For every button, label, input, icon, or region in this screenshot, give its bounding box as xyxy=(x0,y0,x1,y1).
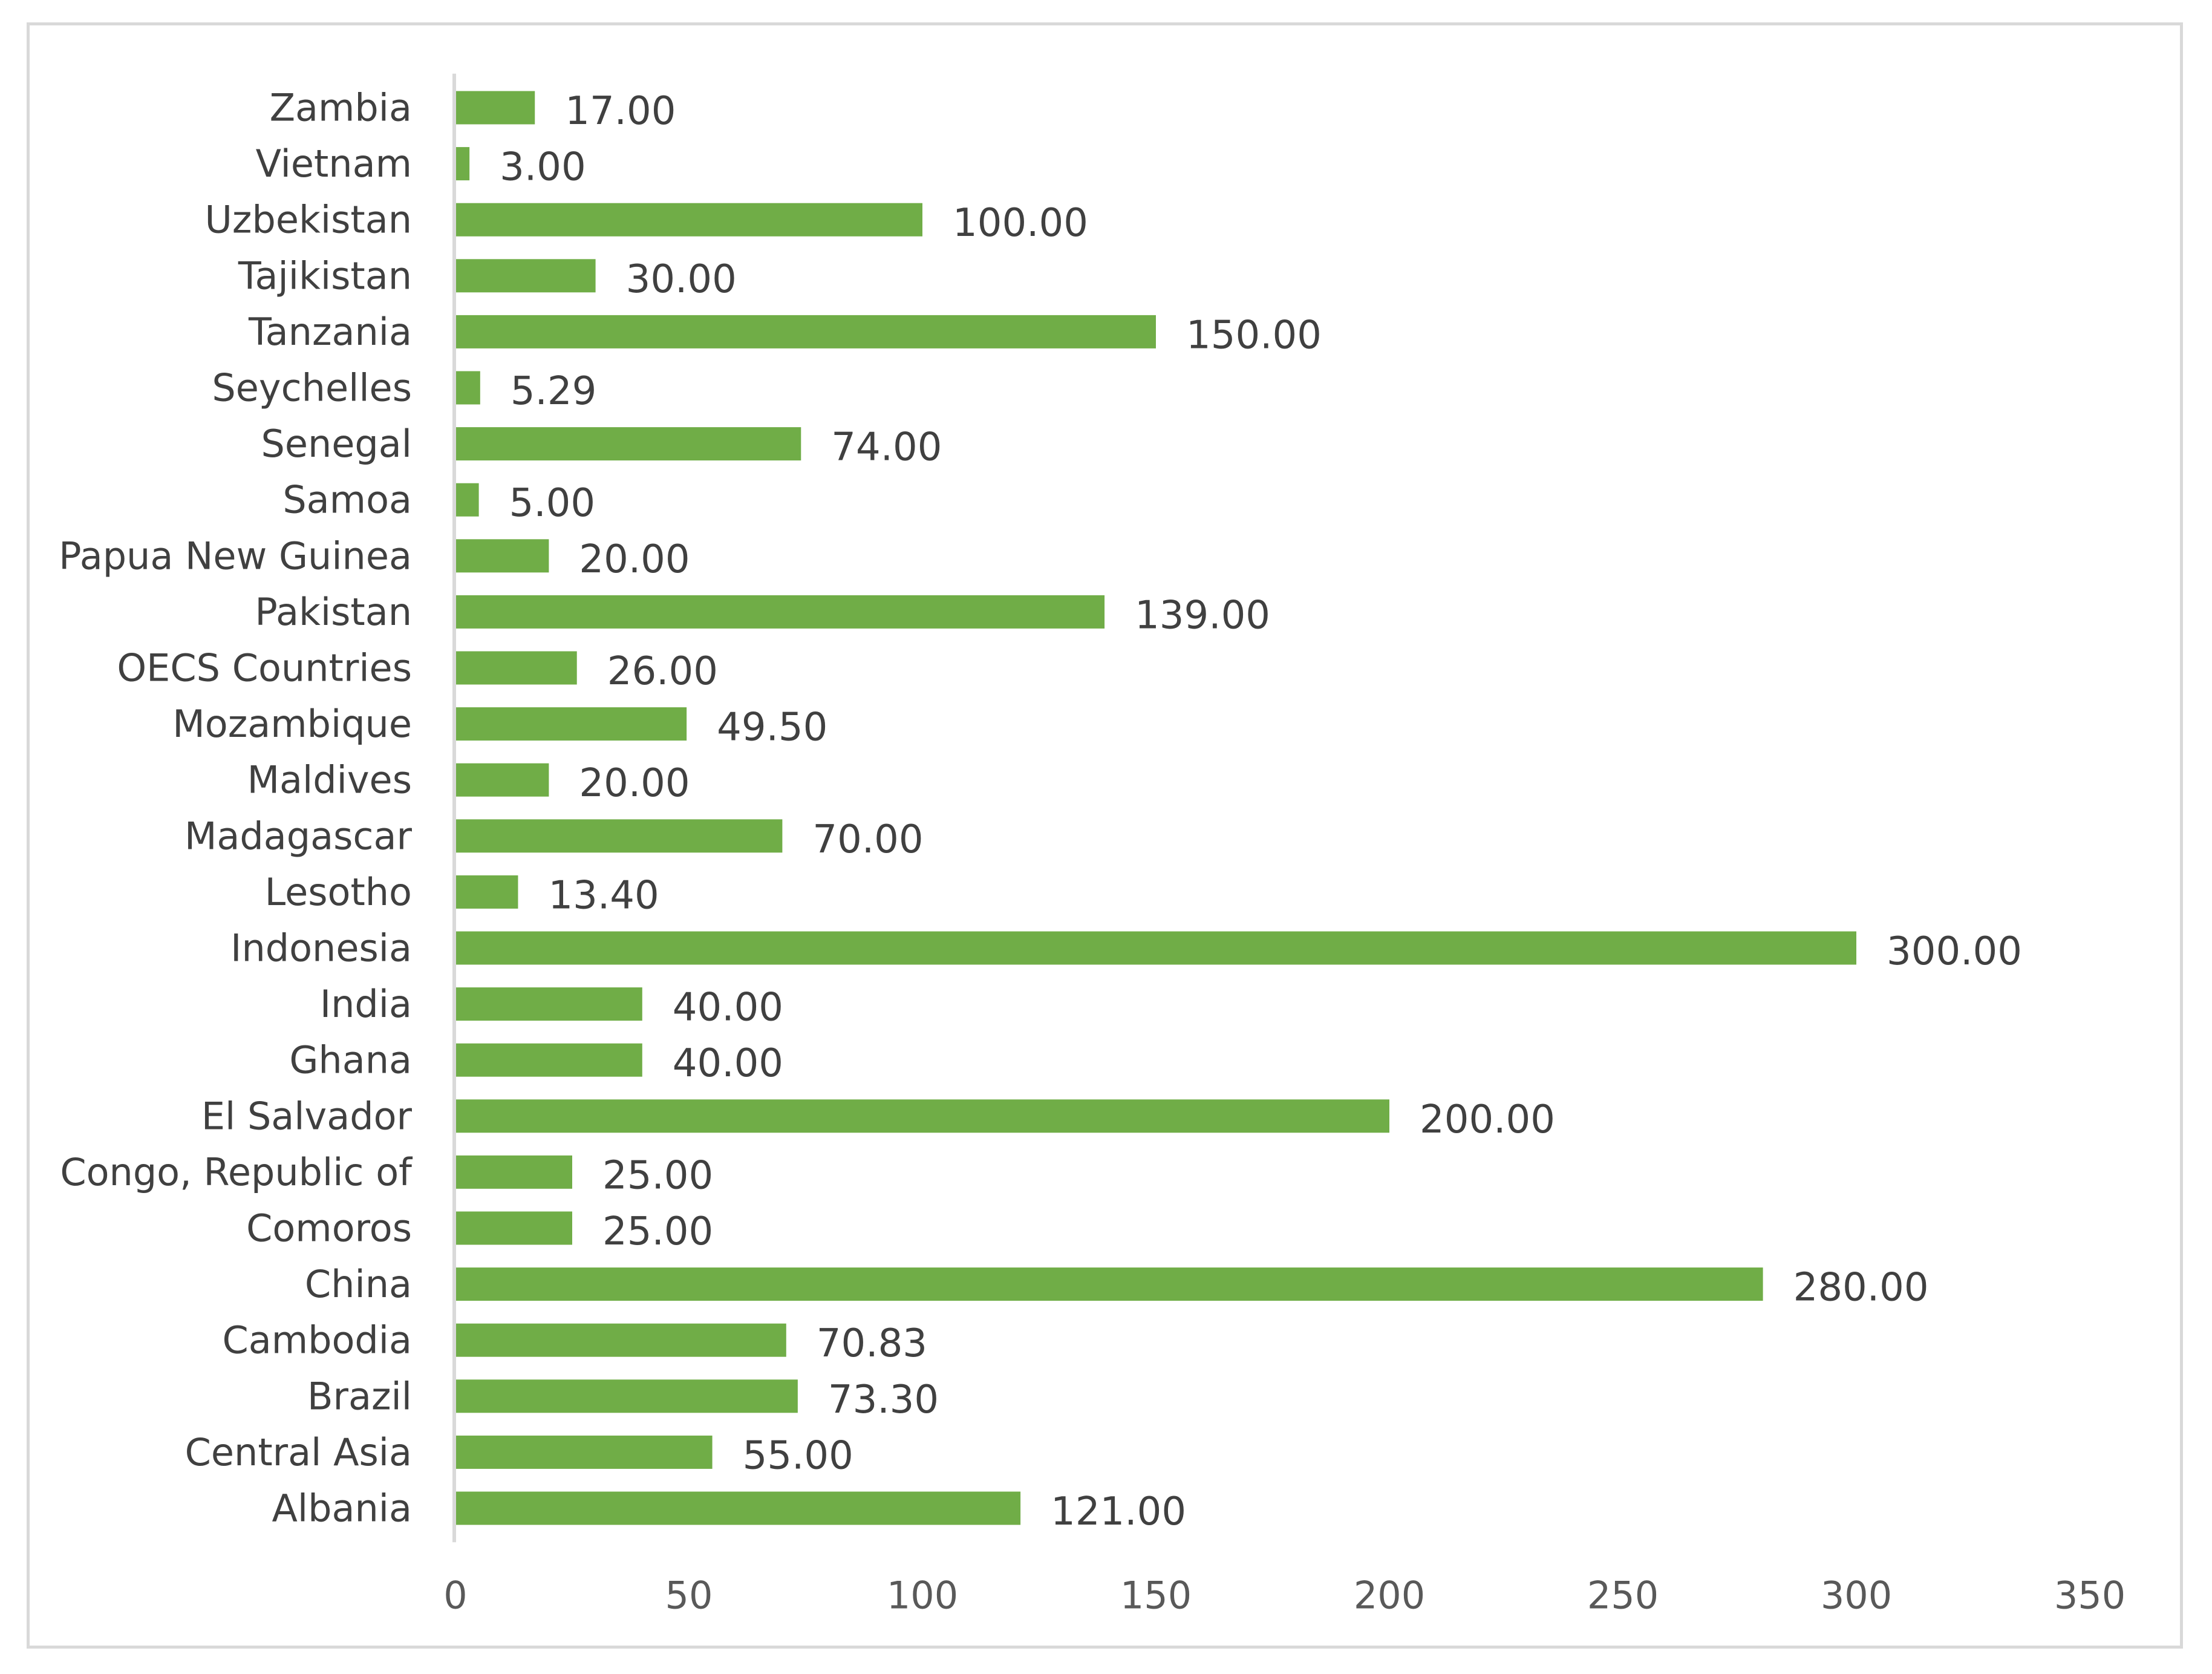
category-label: Seychelles xyxy=(212,366,412,410)
data-label: 20.00 xyxy=(579,761,690,806)
x-tick-label: 300 xyxy=(1821,1574,1892,1618)
category-label: Senegal xyxy=(261,422,412,466)
category-label: Tajikistan xyxy=(238,253,412,298)
data-label: 26.00 xyxy=(607,649,718,694)
category-label: Lesotho xyxy=(265,870,412,914)
bar-18 xyxy=(455,1099,1389,1133)
chart-frame xyxy=(27,22,2183,1649)
data-label: 73.30 xyxy=(828,1378,939,1422)
data-label: 25.00 xyxy=(602,1153,713,1198)
data-label: 70.83 xyxy=(817,1321,927,1366)
category-label: Tanzania xyxy=(248,310,412,354)
data-label: 280.00 xyxy=(1793,1266,1929,1310)
bar-4 xyxy=(455,315,1156,348)
category-label: India xyxy=(320,982,412,1026)
bar-7 xyxy=(455,483,479,517)
category-label: Papua New Guinea xyxy=(59,534,412,578)
data-label: 17.00 xyxy=(565,89,676,134)
category-label: Pakistan xyxy=(255,590,412,634)
bar-14 xyxy=(455,875,518,909)
category-label: Congo, Republic of xyxy=(60,1150,413,1194)
data-label: 300.00 xyxy=(1887,929,2022,974)
data-label: 55.00 xyxy=(743,1433,853,1478)
bar-1 xyxy=(455,147,470,181)
bar-16 xyxy=(455,987,642,1021)
data-label: 74.00 xyxy=(831,425,942,470)
bar-8 xyxy=(455,539,549,573)
category-label: Central Asia xyxy=(185,1430,412,1474)
category-label: OECS Countries xyxy=(117,646,412,690)
x-tick-label: 150 xyxy=(1120,1574,1192,1618)
bar-21 xyxy=(455,1267,1763,1301)
category-label: El Salvador xyxy=(201,1094,413,1138)
x-tick-label: 200 xyxy=(1354,1574,1425,1618)
category-label: Albania xyxy=(272,1486,412,1531)
data-label: 40.00 xyxy=(673,986,783,1030)
category-label: Madagascar xyxy=(184,814,413,858)
data-label: 150.00 xyxy=(1186,313,1322,358)
bar-25 xyxy=(455,1491,1021,1525)
category-label: Maldives xyxy=(247,758,412,802)
data-label: 40.00 xyxy=(673,1041,783,1086)
bar-24 xyxy=(455,1435,713,1469)
bar-9 xyxy=(455,595,1105,629)
data-label: 30.00 xyxy=(626,257,737,302)
category-label: Indonesia xyxy=(230,926,412,970)
data-label: 13.40 xyxy=(548,873,659,918)
data-label: 139.00 xyxy=(1135,593,1270,638)
bar-3 xyxy=(455,259,596,293)
x-tick-label: 100 xyxy=(887,1574,958,1618)
bar-11 xyxy=(455,707,687,741)
data-label: 25.00 xyxy=(602,1209,713,1254)
x-tick-label: 250 xyxy=(1587,1574,1659,1618)
data-label: 20.00 xyxy=(579,537,690,582)
bar-10 xyxy=(455,651,577,685)
data-label: 5.00 xyxy=(509,481,596,526)
x-tick-label: 0 xyxy=(443,1574,467,1618)
category-label: Vietnam xyxy=(256,142,412,186)
bar-2 xyxy=(455,203,922,237)
bar-17 xyxy=(455,1043,642,1077)
category-label: Cambodia xyxy=(222,1318,412,1362)
bar-12 xyxy=(455,763,549,797)
bar-5 xyxy=(455,371,480,405)
data-label: 5.29 xyxy=(511,369,597,414)
bar-23 xyxy=(455,1379,798,1413)
category-label: Uzbekistan xyxy=(205,198,412,242)
bar-6 xyxy=(455,427,801,461)
category-label: Brazil xyxy=(307,1374,412,1418)
bar-15 xyxy=(455,931,1856,965)
x-tick-label: 350 xyxy=(2054,1574,2126,1618)
data-label: 100.00 xyxy=(953,201,1088,246)
x-tick-label: 50 xyxy=(665,1574,713,1618)
bar-19 xyxy=(455,1155,572,1189)
data-label: 49.50 xyxy=(717,705,827,750)
category-label: Ghana xyxy=(289,1038,412,1082)
category-label: Mozambique xyxy=(172,702,412,746)
category-label: Comoros xyxy=(246,1206,412,1251)
data-label: 121.00 xyxy=(1051,1489,1186,1534)
bar-13 xyxy=(455,819,783,853)
bar-22 xyxy=(455,1323,786,1357)
bar-20 xyxy=(455,1211,572,1245)
data-label: 3.00 xyxy=(500,145,586,190)
bar-0 xyxy=(455,91,535,125)
data-label: 200.00 xyxy=(1420,1097,1555,1142)
data-label: 70.00 xyxy=(812,817,923,862)
category-label: China xyxy=(305,1262,412,1306)
category-label: Samoa xyxy=(282,478,412,522)
category-label: Zambia xyxy=(270,86,412,130)
